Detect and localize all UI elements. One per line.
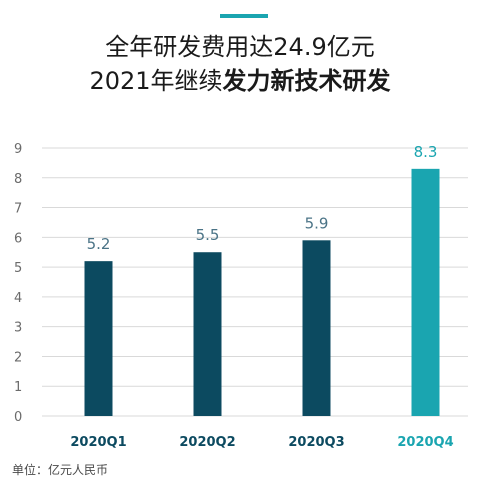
x-tick-label: 2020Q4	[397, 435, 453, 450]
y-tick-label: 9	[14, 142, 22, 157]
y-tick-label: 7	[14, 202, 22, 217]
x-tick-label: 2020Q2	[179, 435, 235, 450]
y-tick-label: 6	[14, 231, 22, 246]
y-tick-label: 1	[14, 380, 22, 395]
x-axis-labels: 2020Q1 2020Q2 2020Q3 2020Q4	[70, 435, 453, 450]
bar	[302, 240, 331, 416]
y-tick-label: 8	[14, 172, 22, 187]
title-line2-bold: 发力新技术研发	[222, 67, 391, 95]
data-label: 5.2	[87, 235, 111, 253]
bar	[411, 168, 440, 416]
data-label: 8.3	[414, 143, 438, 161]
chart-title-line1: 全年研发费用达24.9亿元	[105, 33, 375, 61]
y-axis-ticks: 0 1 2 3 4 5 6 7 8 9	[14, 142, 22, 425]
y-tick-label: 0	[14, 410, 22, 425]
y-tick-label: 5	[14, 261, 22, 276]
unit-label: 单位：亿元人民币	[12, 463, 109, 477]
value-labels: 5.2 5.5 5.9 8.3	[87, 143, 438, 253]
data-label: 5.9	[305, 214, 329, 232]
chart-title-line2: 2021年继续发力新技术研发	[0, 66, 480, 96]
y-tick-label: 4	[14, 291, 22, 306]
x-tick-label: 2020Q3	[288, 435, 344, 450]
data-label: 5.5	[196, 226, 220, 244]
grid-lines	[42, 147, 468, 417]
title-line2-prefix: 2021年继续	[89, 67, 223, 95]
accent-bar	[220, 14, 268, 18]
bar	[193, 252, 222, 416]
bars	[84, 168, 440, 416]
y-tick-label: 3	[14, 321, 22, 336]
y-tick-label: 2	[14, 350, 22, 365]
x-tick-label: 2020Q1	[70, 435, 126, 450]
bar	[84, 261, 113, 416]
